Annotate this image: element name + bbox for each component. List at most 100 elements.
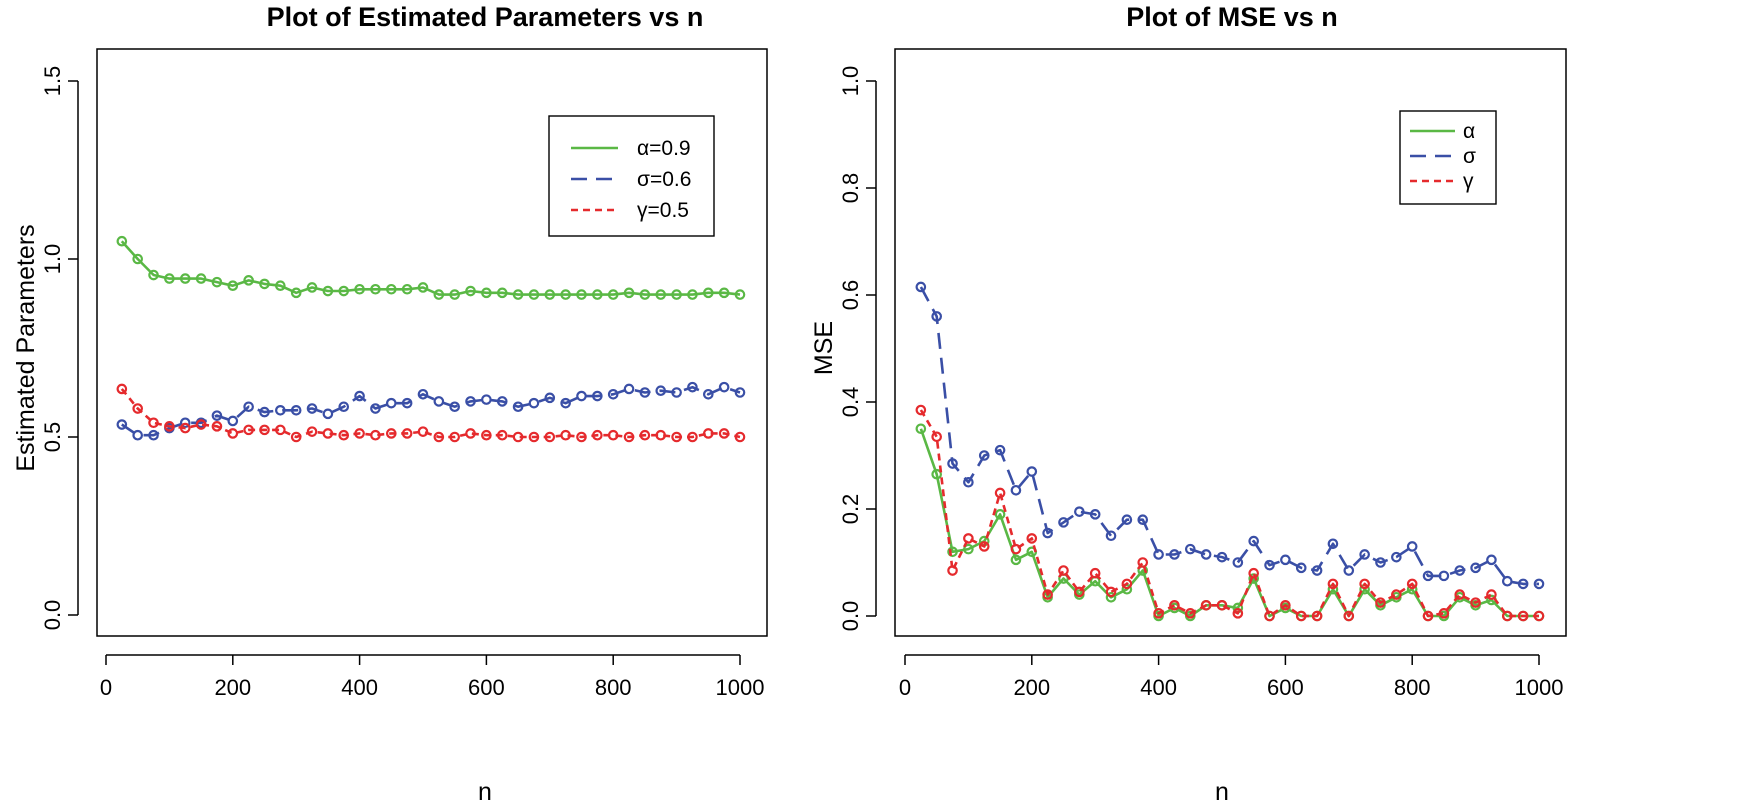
data-point (607, 429, 619, 441)
legend-entry: σ=0.6 (637, 168, 691, 191)
data-point (963, 533, 974, 544)
data-point (915, 404, 927, 416)
data-point (179, 273, 191, 284)
data-point (322, 285, 334, 297)
x-tick-label: 800 (1394, 675, 1431, 700)
data-point (1502, 575, 1513, 587)
chart-title: Plot of MSE vs n (1126, 2, 1338, 32)
data-point (671, 289, 682, 300)
data-point (132, 429, 143, 441)
data-point (1026, 533, 1038, 544)
data-point (433, 431, 445, 443)
x-axis-label: n (1215, 778, 1229, 806)
data-point (1010, 543, 1022, 555)
data-point (718, 428, 730, 439)
y-tick-label: 1.5 (40, 66, 65, 97)
plot-frame (96, 48, 768, 637)
data-point (1058, 565, 1069, 576)
data-point (947, 546, 958, 558)
x-tick-label: 0 (899, 675, 911, 700)
data-point (560, 397, 571, 409)
data-point (1200, 549, 1212, 560)
data-point (1470, 597, 1481, 608)
data-point (1089, 567, 1101, 579)
data-point (417, 388, 429, 400)
data-point (734, 289, 746, 300)
data-point (639, 387, 651, 398)
data-point (1343, 610, 1355, 622)
data-point (734, 431, 746, 443)
data-point (1375, 557, 1386, 568)
data-point (655, 385, 667, 397)
y-tick-label: 0.2 (838, 494, 863, 525)
data-point (449, 289, 460, 300)
data-point (1438, 608, 1450, 619)
y-axis-label: Estimated Parameters (12, 224, 40, 471)
legend-entry: γ (1463, 170, 1474, 193)
data-point (164, 273, 175, 284)
data-point (148, 417, 159, 429)
data-point (1185, 608, 1196, 619)
x-tick-label: 0 (100, 675, 112, 700)
data-point (915, 281, 927, 293)
data-point (275, 404, 286, 416)
data-point (243, 275, 254, 286)
data-point (1137, 557, 1149, 568)
series-line (120, 240, 741, 296)
data-point (417, 426, 429, 437)
data-point (1533, 610, 1545, 622)
data-point (1438, 570, 1450, 582)
data-point (385, 397, 397, 409)
data-point (401, 283, 413, 295)
data-point (116, 383, 128, 395)
data-point (1295, 610, 1307, 622)
data-point (1216, 551, 1228, 563)
data-point (306, 282, 318, 293)
data-point (1042, 527, 1053, 539)
data-point (1026, 466, 1038, 477)
data-point (322, 428, 334, 439)
data-point (1327, 578, 1339, 590)
data-point (655, 289, 667, 300)
data-point (623, 431, 635, 443)
data-point (433, 396, 445, 407)
data-point (1517, 578, 1529, 590)
data-point (1232, 557, 1244, 568)
x-tick-label: 600 (468, 675, 505, 700)
data-point (1502, 610, 1513, 622)
data-point (338, 429, 350, 441)
data-point (639, 429, 651, 441)
data-point (607, 289, 619, 300)
data-point (496, 429, 508, 441)
y-tick-label: 0.5 (40, 422, 65, 453)
data-point (687, 289, 698, 300)
data-point (243, 424, 254, 436)
data-point (132, 253, 143, 265)
data-point (671, 431, 682, 443)
x-tick-label: 400 (341, 675, 378, 700)
data-point (306, 426, 318, 437)
data-point (211, 421, 223, 432)
data-point (1121, 514, 1133, 525)
data-point (1486, 554, 1497, 566)
data-point (576, 431, 587, 443)
data-point (1406, 541, 1418, 552)
data-point (227, 415, 239, 427)
data-point (1359, 549, 1370, 560)
data-point (607, 388, 619, 400)
data-point (1121, 578, 1133, 590)
data-point (655, 429, 667, 441)
data-point (1153, 549, 1164, 560)
data-point (512, 289, 524, 300)
data-point (195, 273, 207, 284)
data-point (481, 287, 492, 299)
data-point (1264, 610, 1275, 622)
legend-box (1399, 110, 1497, 205)
data-point (576, 390, 587, 402)
data-point (1517, 610, 1529, 622)
data-point (623, 383, 635, 395)
data-point (1280, 554, 1291, 566)
data-point (164, 421, 175, 432)
data-point (931, 468, 942, 480)
data-point (465, 396, 476, 407)
